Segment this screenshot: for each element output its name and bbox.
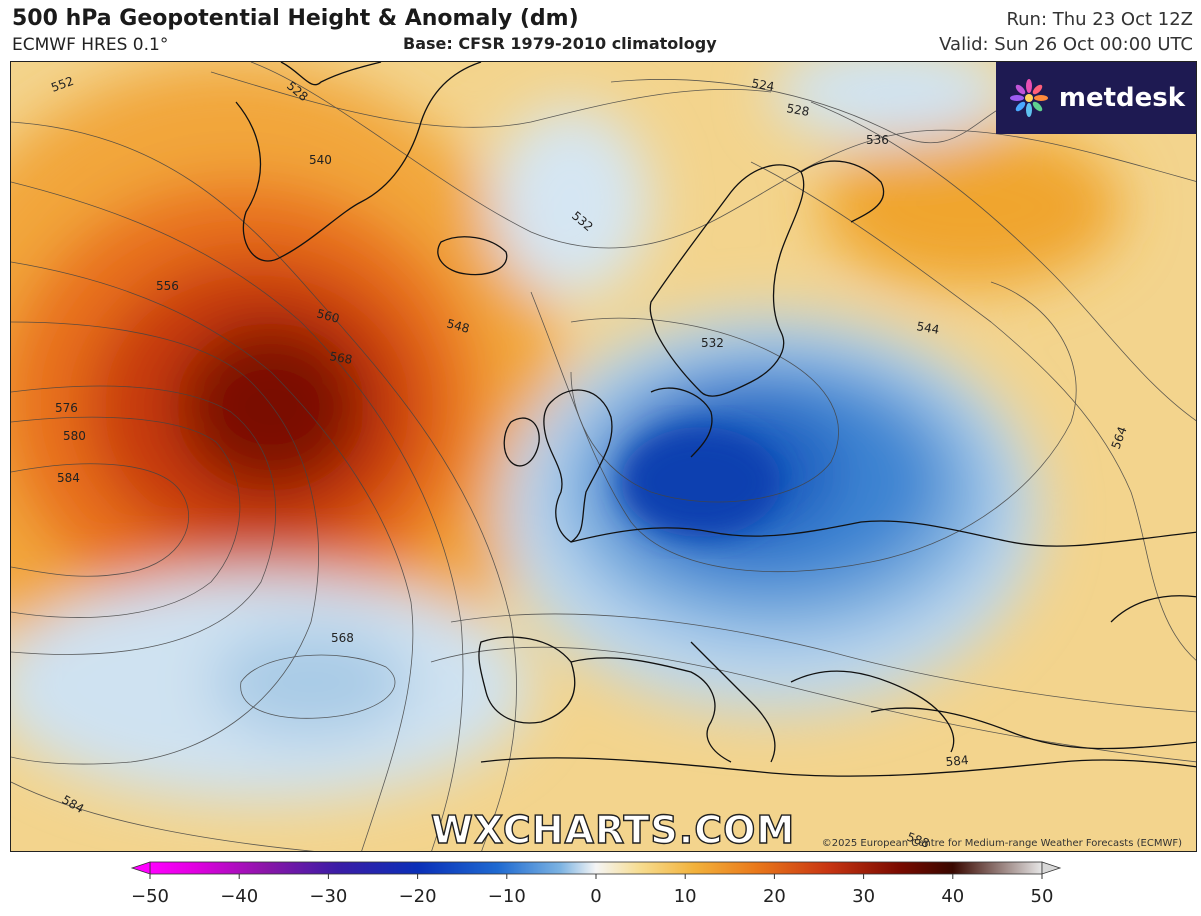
contour-label: 576 [55,401,78,415]
contour-label: 524 [750,76,775,94]
colorbar-tick-label: 50 [1031,886,1054,907]
contour-label: 568 [331,631,354,645]
colorbar-max-arrow [1041,861,1062,875]
colorbar-tick-label: 20 [763,886,786,907]
model-label: ECMWF HRES 0.1° [12,35,169,55]
colorbar-tick-label: −40 [220,886,258,907]
contour-label: 584 [945,753,969,769]
contour-label: 560 [315,306,341,325]
flower-icon [1009,79,1048,117]
colorbar-tick-label: −10 [488,886,526,907]
contour-label: 584 [57,471,80,485]
colorbar-tick-label: 30 [852,886,875,907]
anomaly-map: 552 528 5245285365405325565485605685445325… [11,62,1196,851]
colorbar-min-arrow [130,861,151,875]
valid-time-label: Valid: Sun 26 Oct 00:00 UTC [939,34,1193,55]
run-time-label: Run: Thu 23 Oct 12Z [1006,9,1193,30]
colorbar-tick-label: −30 [309,886,347,907]
watermark: WXCHARTS.COM [430,807,796,852]
contour-label: 540 [309,153,332,167]
copyright-notice: ©2025 European Centre for Medium-range W… [821,838,1182,849]
colorbar-gradient [149,861,1043,875]
contour-label: 544 [915,319,940,337]
contour-label: 532 [701,336,724,350]
contour-label: 580 [63,429,86,443]
metdesk-logo: metdesk [996,62,1196,134]
contour-label: 556 [156,279,179,293]
colorbar-tick-label: 0 [590,886,601,907]
contour-label: 568 [328,349,353,367]
colorbar-tick-label: −50 [131,886,169,907]
colorbar-tick-label: 10 [674,886,697,907]
contour-label: 536 [866,133,889,147]
chart-title: 500 hPa Geopotential Height & Anomaly (d… [12,6,579,31]
colorbar-tick-label: 40 [941,886,964,907]
contour-label: 548 [445,316,471,335]
contour-label: 528 [785,101,810,119]
colorbar-tick-label: −20 [399,886,437,907]
logo-text: metdesk [1058,83,1186,113]
climatology-base-label: Base: CFSR 1979-2010 climatology [403,34,717,53]
colorbar: −50 −40 −30 −20 −10 0 10 20 30 40 50 [128,860,1064,916]
map-panel: 552 528 524 528 536 540 532 556 548 560 568 544 532 5… [10,61,1197,852]
